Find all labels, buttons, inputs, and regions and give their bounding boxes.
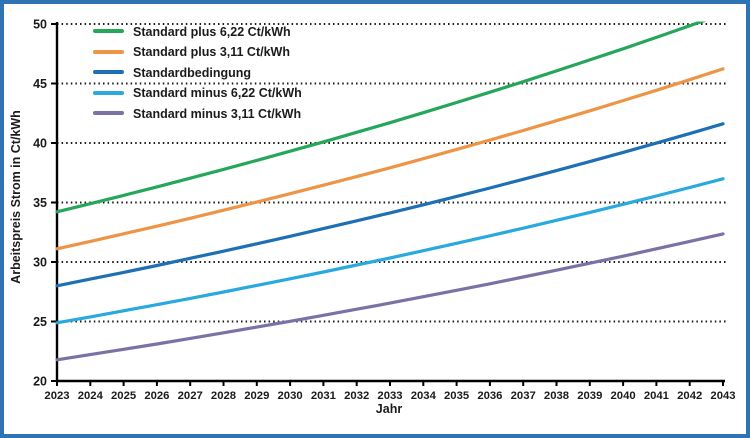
y-tick-label: 30	[33, 256, 47, 270]
x-tick-label: 2034	[411, 390, 437, 402]
legend-item: Standard plus 6,22 Ct/kWh	[93, 21, 302, 42]
legend-label: Standard minus 6,22 Ct/kWh	[133, 86, 302, 100]
series-line-2	[55, 122, 725, 288]
x-tick-label: 2037	[511, 390, 536, 402]
x-tick-label: 2035	[444, 390, 469, 402]
x-tick-label: 2024	[78, 390, 104, 402]
chart-legend: Standard plus 6,22 Ct/kWh Standard plus …	[93, 21, 302, 124]
x-axis-title: Jahr	[375, 402, 403, 416]
legend-item: Standard plus 3,11 Ct/kWh	[93, 42, 302, 63]
legend-label: Standard minus 3,11 Ct/kWh	[133, 106, 302, 121]
series-line-0	[55, 21, 707, 214]
legend-swatch-darkblue	[93, 70, 124, 75]
legend-swatch-lightblue	[93, 90, 124, 95]
y-tick-label: 40	[33, 137, 47, 151]
y-tick-label: 20	[33, 375, 47, 389]
legend-label: Standard plus 3,11 Ct/kWh	[133, 45, 290, 59]
x-tick-label: 2033	[377, 390, 402, 402]
x-tick-label: 2031	[311, 390, 336, 402]
x-tick-label: 2039	[577, 390, 602, 402]
x-tick-label: 2025	[111, 390, 136, 402]
legend-swatch-orange	[93, 49, 124, 54]
legend-item: Standard minus 3,11 Ct/kWh	[93, 103, 302, 124]
x-tick-label: 2040	[611, 390, 636, 402]
x-tick-label: 2027	[178, 390, 203, 402]
x-tick-label: 2026	[144, 390, 169, 402]
legend-swatch-purple	[93, 111, 124, 116]
y-axis-title: Arbeitspreis Strom in Ct/kWh	[9, 110, 23, 284]
x-tick-label: 2041	[644, 390, 669, 402]
legend-label: Standard plus 6,22 Ct/kWh	[133, 24, 291, 39]
x-tick-label: 2038	[544, 390, 569, 402]
legend-item: Standard minus 6,22 Ct/kWh	[93, 83, 302, 104]
legend-label: Standardbedingung	[133, 65, 252, 80]
x-tick-label: 2029	[244, 390, 269, 402]
x-tick-label: 2042	[677, 390, 702, 402]
x-tick-label: 2030	[278, 390, 303, 402]
series-line-1	[55, 67, 725, 251]
y-tick-label: 35	[33, 196, 47, 210]
series-line-3	[55, 177, 725, 325]
y-tick-label: 50	[33, 18, 47, 32]
legend-swatch-green	[93, 29, 124, 34]
x-tick-label: 2023	[44, 390, 69, 402]
x-tick-label: 2032	[344, 390, 369, 402]
legend-item: Standardbedingung	[93, 62, 302, 83]
y-tick-label: 25	[33, 315, 47, 329]
x-tick-label: 2036	[477, 390, 502, 402]
series-line-4	[55, 232, 725, 362]
x-tick-label: 2043	[710, 390, 735, 402]
x-tick-label: 2028	[211, 390, 236, 402]
y-tick-label: 45	[33, 77, 47, 91]
